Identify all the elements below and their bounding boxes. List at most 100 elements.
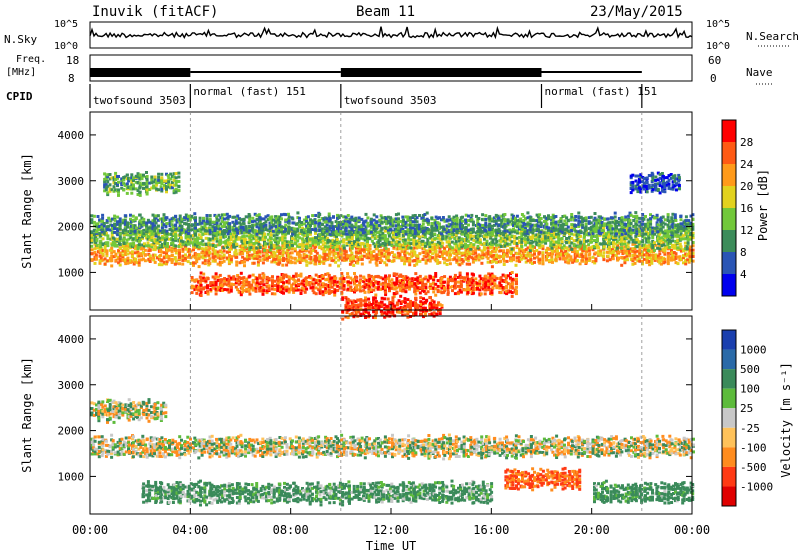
heatmap-cell [538,251,542,255]
heatmap-cell [545,258,548,262]
heatmap-cell [394,233,398,236]
heatmap-cell [580,253,584,257]
heatmap-cell [556,249,559,253]
heatmap-cell [328,247,332,251]
heatmap-cell [484,233,488,237]
heatmap-cell [595,221,599,225]
heatmap-cell [118,232,122,236]
heatmap-cell [547,217,550,221]
heatmap-cell [369,219,373,223]
heatmap-cell [494,219,498,223]
heatmap-cell [554,227,558,231]
heatmap-cell [156,235,160,239]
heatmap-cell [445,263,449,266]
heatmap-cell [405,244,409,248]
heatmap-cell [671,243,675,247]
heatmap-cell [131,224,135,228]
heatmap-cell [257,226,261,230]
heatmap-cell [246,230,249,234]
heatmap-cell [400,247,404,251]
heatmap-cell [623,249,627,253]
heatmap-cell [347,240,351,244]
heatmap-cell [239,226,243,229]
heatmap-cell [407,229,411,233]
heatmap-cell [95,246,99,250]
heatmap-cell [449,223,453,227]
heatmap-cell [530,253,534,257]
heatmap-cell [211,259,215,263]
heatmap-cell [300,249,304,253]
heatmap-cell [285,245,289,249]
heatmap-cell [549,241,553,245]
heatmap-cell [94,240,98,244]
heatmap-cell [207,259,211,262]
heatmap-cell [241,244,245,247]
heatmap-cell [347,235,351,239]
heatmap-cell [350,251,354,255]
heatmap-cell [447,229,451,233]
heatmap-cell [544,241,548,245]
heatmap-cell [426,240,430,244]
heatmap-cell [440,225,443,229]
heatmap-cell [518,247,522,251]
heatmap-cell [445,253,449,257]
heatmap-cell [434,228,438,232]
heatmap-cell [124,228,128,232]
heatmap-cell [552,233,556,237]
heatmap-cell [469,234,473,238]
heatmap-cell [471,260,475,264]
heatmap-cell [204,226,208,230]
heatmap-cell [522,219,526,222]
freq-tick-bottom: 8 [68,72,75,85]
heatmap-cell [374,261,378,265]
heatmap-cell [392,245,396,249]
heatmap-cell [170,246,174,250]
heatmap-cell [531,231,535,235]
heatmap-cell [348,231,352,235]
heatmap-cell [550,258,554,262]
heatmap-cell [436,234,440,237]
heatmap-cell [608,251,612,255]
heatmap-cell [666,238,670,242]
heatmap-cell [309,221,312,224]
heatmap-cell [350,215,354,219]
heatmap-cell [438,216,441,220]
heatmap-cell [658,259,662,263]
heatmap-cell [391,235,395,239]
heatmap-cell [275,236,279,240]
heatmap-cell [424,255,428,259]
heatmap-cell [689,237,693,241]
heatmap-cell [170,219,174,223]
heatmap-cell [681,237,685,241]
heatmap-cell [387,259,391,263]
heatmap-cell [116,222,120,226]
heatmap-cell [653,248,656,252]
heatmap-cell [593,261,597,265]
heatmap-cell [244,225,248,229]
heatmap-cell [593,244,596,248]
heatmap-cell [305,245,309,249]
heatmap-cell [468,262,472,266]
heatmap-cell [234,219,238,223]
heatmap-cell [583,245,586,249]
heatmap-cell [298,225,301,229]
heatmap-cell [313,257,317,261]
heatmap-cell [201,256,205,260]
heatmap-cell [152,241,156,245]
heatmap-cell [514,230,517,234]
heatmap-cell [309,256,313,259]
heatmap-cell [293,238,297,242]
heatmap-cell [662,238,666,241]
heatmap-cell [541,259,545,263]
heatmap-cell [192,245,195,248]
heatmap-cell [148,220,152,224]
heatmap-cell [610,235,614,239]
heatmap-cell [485,235,489,239]
heatmap-cell [434,226,438,230]
heatmap-cell [604,235,608,239]
heatmap-cell [287,258,291,262]
heatmap-cell [328,245,332,248]
heatmap-cell [297,259,301,263]
heatmap-cell [589,215,593,219]
heatmap-cell [455,251,459,255]
